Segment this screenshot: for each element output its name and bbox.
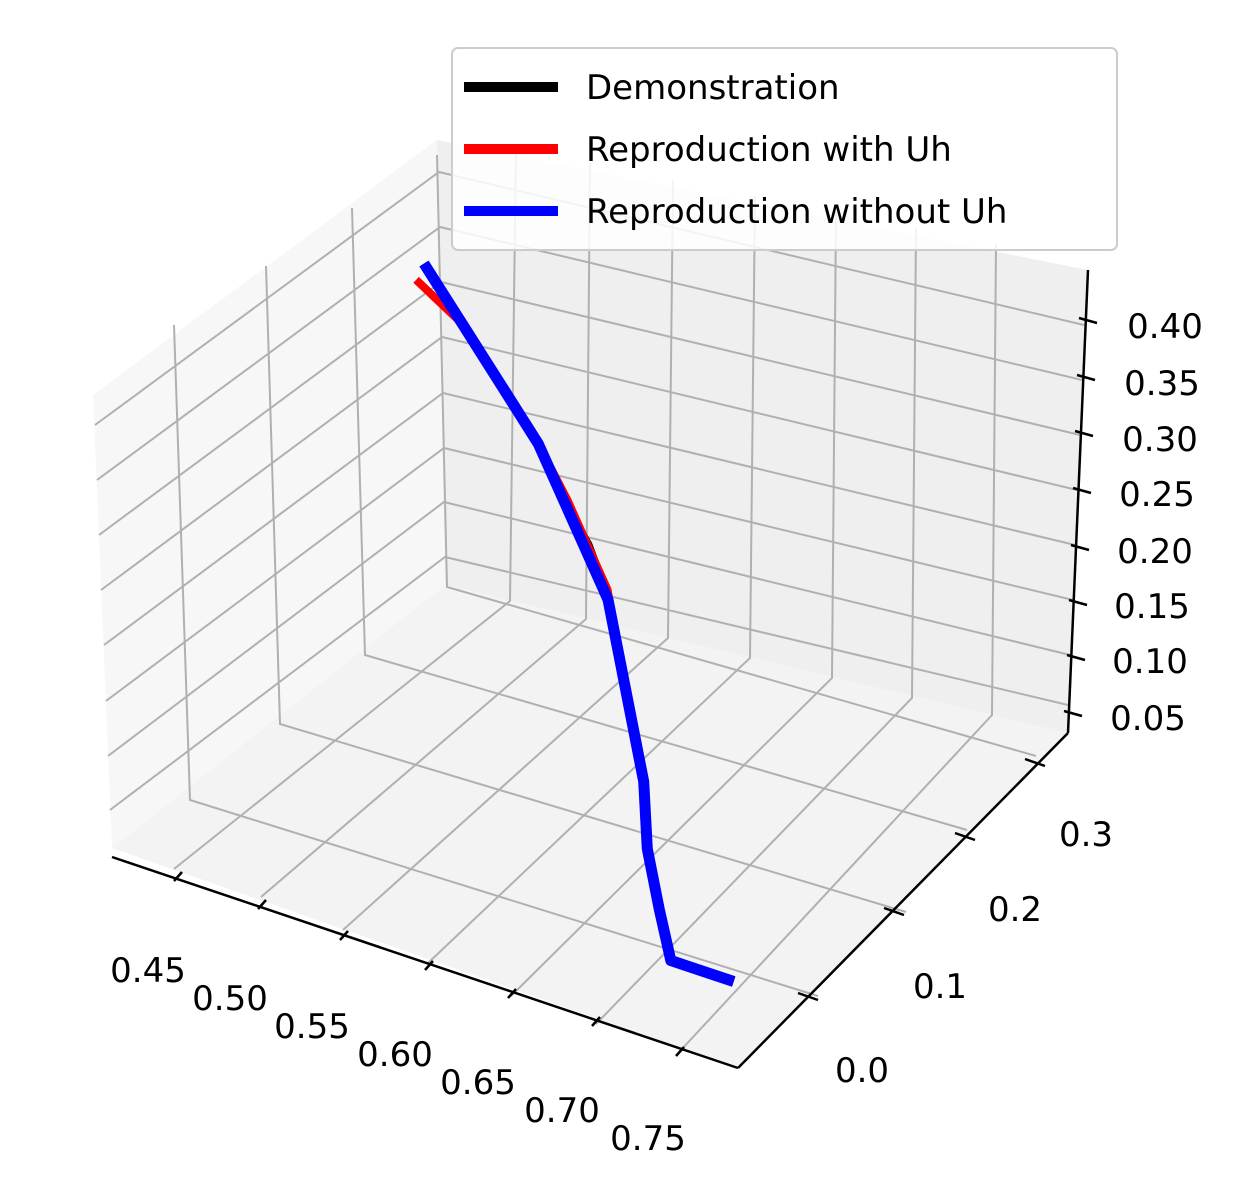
grid-z-6 xyxy=(96,225,1083,481)
y-axis-line xyxy=(737,732,1069,1069)
y-tick-label: 0.2 xyxy=(988,890,1042,930)
legend: Demonstration Reproduction with Uh Repro… xyxy=(451,47,1118,251)
x-tick-label: 0.45 xyxy=(110,951,186,991)
grid-z-2 xyxy=(105,446,1074,702)
x-tick xyxy=(257,899,267,910)
z-tick xyxy=(1068,598,1088,607)
grid-z-4 xyxy=(100,335,1078,591)
z-tick-label: 0.10 xyxy=(1112,642,1188,682)
y-tick xyxy=(954,831,976,842)
y-tick-label: 0.0 xyxy=(835,1051,889,1091)
grid xyxy=(94,148,1085,1051)
grid-y-0 xyxy=(173,324,819,997)
x-tick-label: 0.60 xyxy=(357,1035,433,1075)
grid-z-0 xyxy=(109,555,1069,811)
legend-label-reproduction-with-uh: Reproduction with Uh xyxy=(586,130,952,170)
x-tick-label: 0.65 xyxy=(440,1063,516,1103)
legend-label-demonstration: Demonstration xyxy=(586,68,840,108)
tick-marks xyxy=(173,316,1098,1057)
floor-pane xyxy=(112,585,1068,1068)
legend-label-reproduction-without-uh: Reproduction without Uh xyxy=(586,192,1007,232)
grid-y-2 xyxy=(351,207,968,831)
grid-z-7 xyxy=(94,170,1085,426)
z-tick-label: 0.25 xyxy=(1119,475,1195,515)
x-tick xyxy=(591,1016,601,1027)
x-tick-label: 0.50 xyxy=(192,979,268,1019)
z-tick xyxy=(1070,543,1090,552)
series-layer xyxy=(413,260,736,987)
z-tick-label: 0.05 xyxy=(1110,699,1186,739)
x-tick xyxy=(173,871,183,882)
z-tick xyxy=(1078,316,1098,325)
grid-x-2 xyxy=(342,179,674,931)
grid-x-6 xyxy=(680,243,997,1051)
x-tick xyxy=(424,960,434,971)
grid-z-1 xyxy=(107,500,1071,757)
y-tick xyxy=(1024,757,1046,768)
z-tick xyxy=(1063,709,1083,718)
tick-labels: 0.45 0.50 0.55 0.60 0.65 0.70 0.75 0.0 0… xyxy=(110,307,1203,1159)
y-tick-label: 0.3 xyxy=(1059,815,1113,855)
y-tick-label: 0.1 xyxy=(913,967,967,1007)
grid-x-4 xyxy=(510,211,837,997)
grid-y-1 xyxy=(265,265,907,913)
x-tick xyxy=(339,930,349,941)
z-tick-label: 0.15 xyxy=(1114,587,1190,627)
z-tick xyxy=(1074,429,1094,438)
x-tick xyxy=(507,988,517,999)
x-tick-label: 0.55 xyxy=(274,1007,350,1047)
z-tick xyxy=(1066,653,1086,662)
grid-x-5 xyxy=(595,227,917,1025)
grid-x-3 xyxy=(426,195,756,965)
z-tick xyxy=(1072,486,1092,495)
x-axis-line xyxy=(111,855,739,1070)
z-tick-label: 0.20 xyxy=(1117,532,1193,572)
grid-x-1 xyxy=(260,162,591,898)
z-tick xyxy=(1076,373,1096,382)
legend-box xyxy=(451,47,1118,251)
grid-z-3 xyxy=(103,391,1076,646)
x-tick-label: 0.70 xyxy=(524,1091,600,1131)
z-tick-label: 0.30 xyxy=(1122,420,1198,460)
y-tick xyxy=(883,906,905,917)
x-tick-label: 0.75 xyxy=(610,1119,686,1159)
z-tick-label: 0.35 xyxy=(1124,364,1200,404)
x-tick xyxy=(675,1046,685,1057)
y-tick xyxy=(797,991,819,1002)
left-pane xyxy=(93,140,445,848)
z-tick-label: 0.40 xyxy=(1127,307,1203,347)
series-line-reproduction-without-uh xyxy=(419,260,736,987)
panes xyxy=(93,140,1088,1068)
